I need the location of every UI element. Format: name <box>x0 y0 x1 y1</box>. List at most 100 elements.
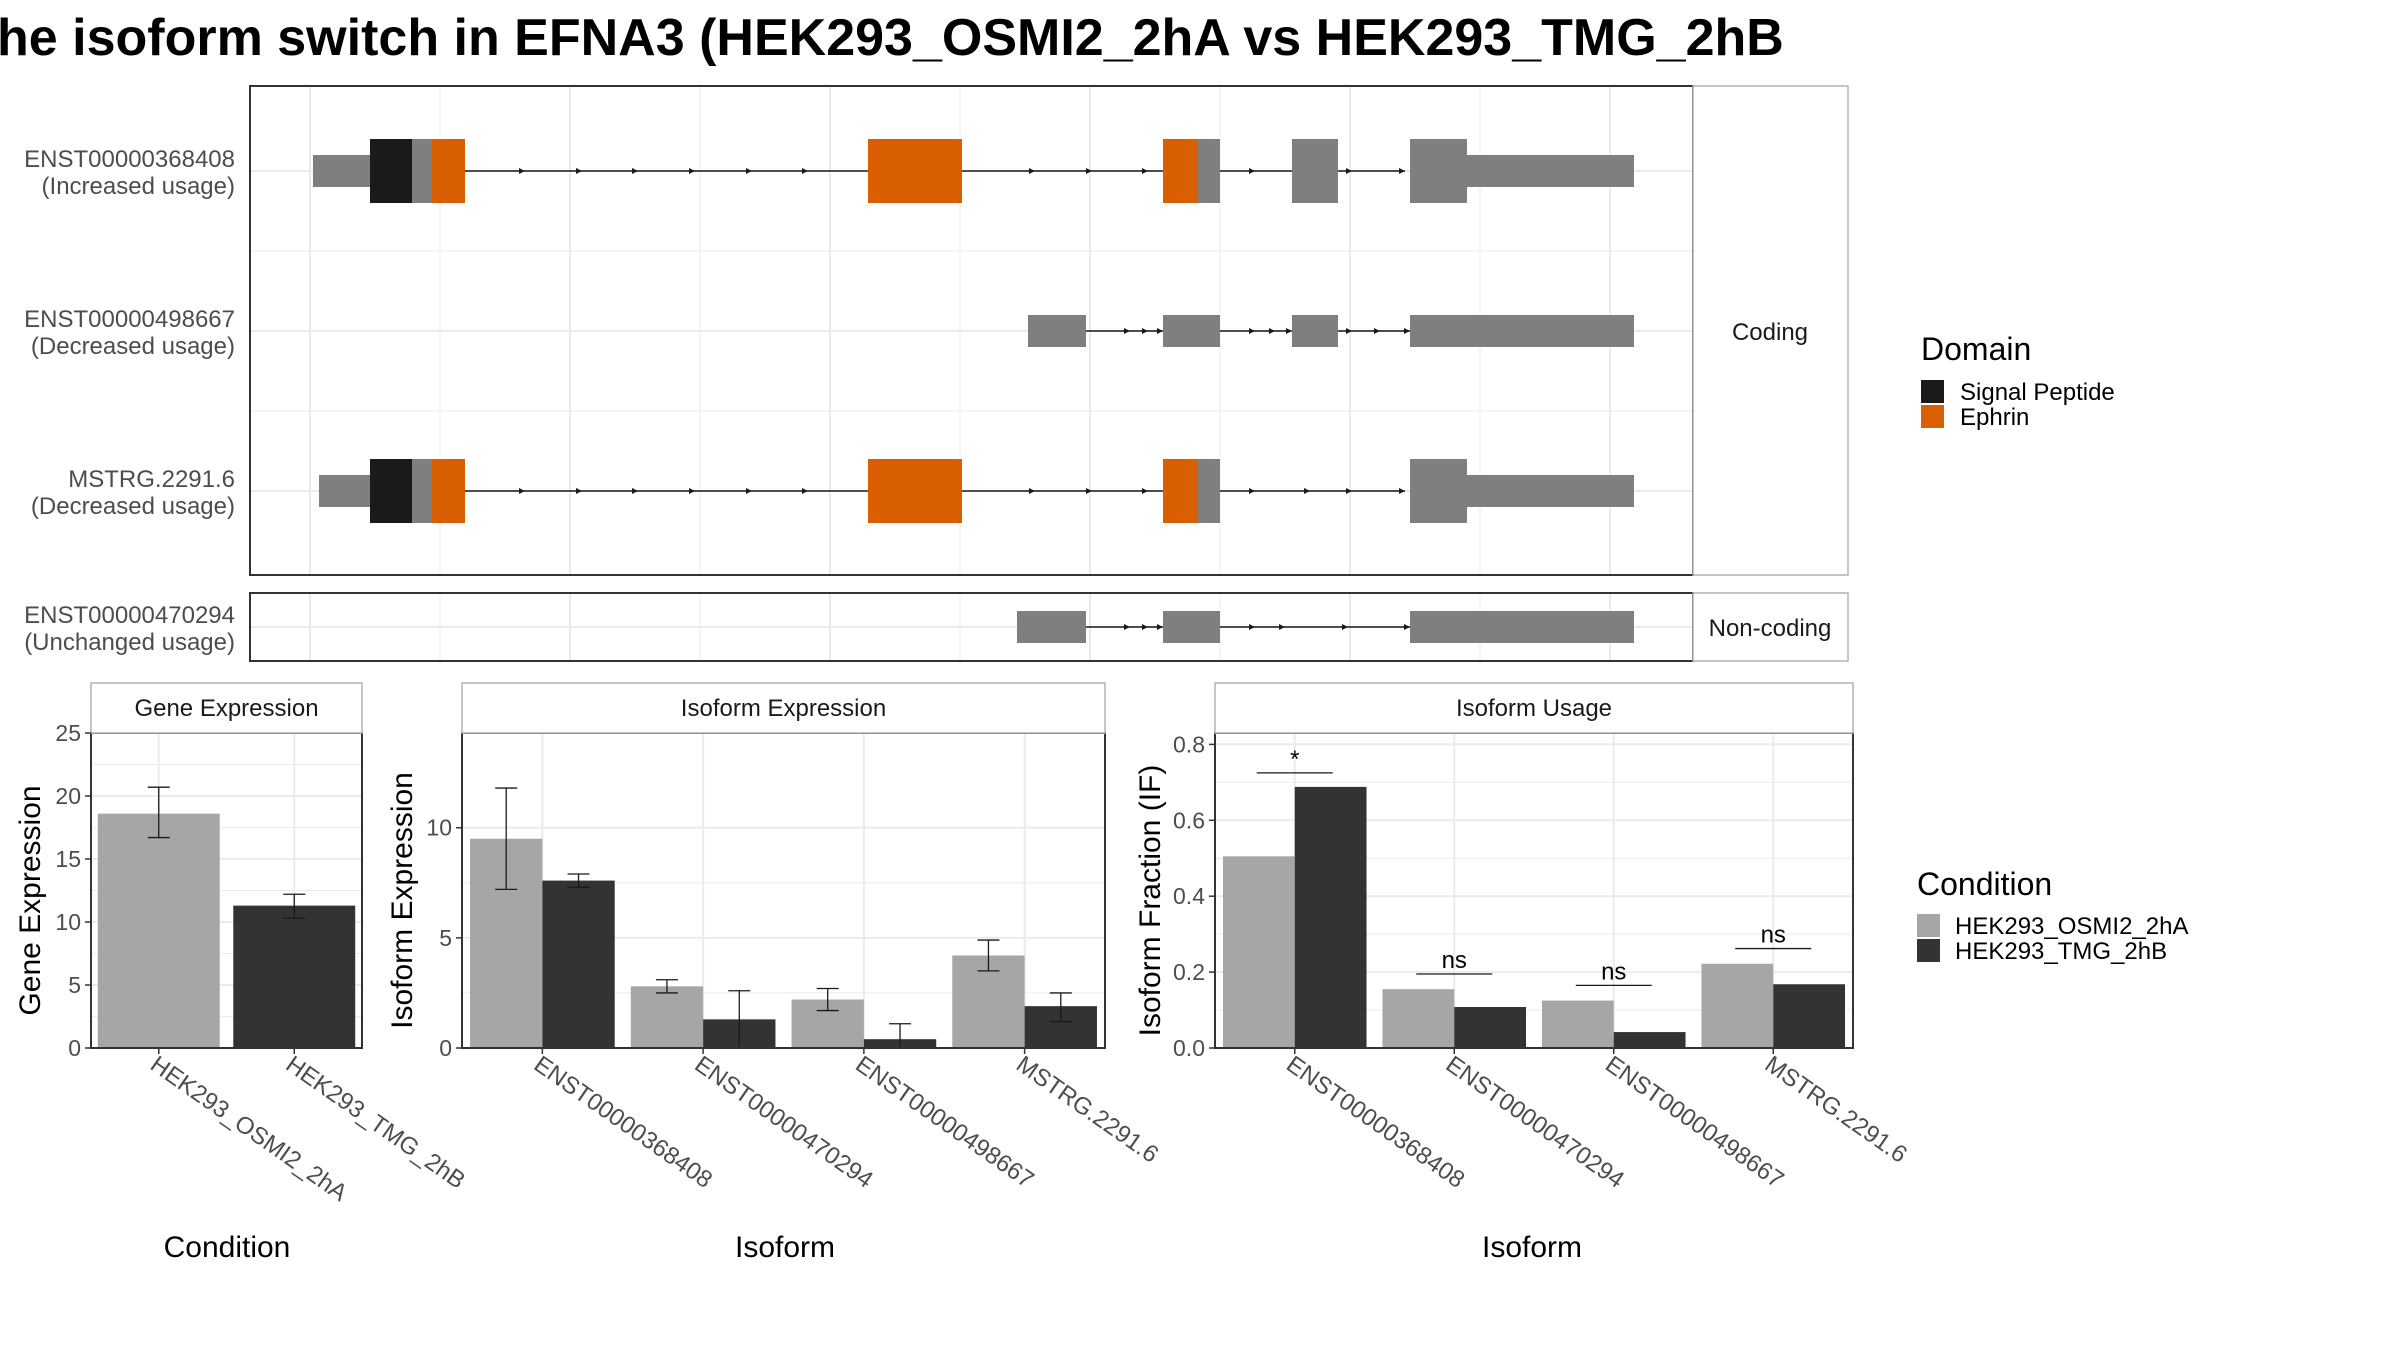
intron-direction-arrow <box>576 488 582 494</box>
error-bar <box>655 979 678 994</box>
error-bar <box>147 786 170 839</box>
bar <box>1382 989 1455 1048</box>
y-tick-label: 20 <box>55 783 81 809</box>
intron-direction-arrow <box>1279 624 1285 630</box>
ephrin-legend-label: Ephrin <box>1960 404 2029 431</box>
intron-direction-arrow <box>1374 328 1380 334</box>
error-bar <box>495 787 518 891</box>
y-tick-label: 0.0 <box>1173 1035 1205 1061</box>
y-axis-title: Gene Expression <box>14 785 47 1015</box>
y-tick-label: 15 <box>55 846 81 872</box>
track-label-id: MSTRG.2291.6 <box>68 466 235 493</box>
chart-strip <box>1214 682 1854 734</box>
exon-block <box>1410 139 1467 203</box>
intron-direction-arrow <box>1346 488 1352 494</box>
x-tick-label: MSTRG.2291.6 <box>1011 1051 1163 1169</box>
y-tick-label: 10 <box>55 909 81 935</box>
intron-direction-arrow <box>632 488 638 494</box>
intron-direction-arrow <box>576 168 582 174</box>
bar <box>630 986 704 1048</box>
bar <box>1613 1032 1686 1048</box>
chart-panel-1: Isoform Expression 0 5 10 Isoform Expression… <box>386 682 1163 1264</box>
structure-panel: ENST00000368408(Increased usage)ENST0000… <box>24 85 1849 662</box>
coding-strip <box>1692 85 1849 576</box>
bar <box>1294 786 1367 1048</box>
exon-block <box>313 155 370 187</box>
intron-direction-arrow <box>1249 624 1255 630</box>
significance-annotation: ns <box>1735 922 1812 950</box>
domain-legend-title: Domain <box>1921 331 2031 367</box>
y-tick-label: 0.8 <box>1173 731 1205 757</box>
y-tick-label: 10 <box>426 815 452 841</box>
exon-block <box>1198 139 1220 203</box>
error-bar <box>977 939 1000 972</box>
intron-direction-arrow <box>1404 624 1410 630</box>
exon-block <box>1017 611 1086 643</box>
significance-label: ns <box>1601 958 1626 985</box>
intron-direction-arrow <box>1029 168 1035 174</box>
domain-legend: Domain Signal Peptide Ephrin <box>1921 331 2115 431</box>
ephrin-domain <box>1163 139 1198 203</box>
y-axis-title: Isoform Expression <box>386 772 419 1029</box>
significance-label: ns <box>1761 922 1786 949</box>
track-label-usage: (Decreased usage) <box>31 333 235 360</box>
y-tick-label: 0.4 <box>1173 883 1205 909</box>
significance-annotation: ns <box>1416 947 1493 975</box>
intron-direction-arrow <box>1399 168 1405 174</box>
significance-annotation: * <box>1256 746 1333 774</box>
intron-direction-arrow <box>1142 488 1148 494</box>
exon-block <box>1292 139 1338 203</box>
bar <box>1454 1007 1527 1048</box>
x-axis-title: Isoform <box>1482 1231 1582 1264</box>
error-bar <box>816 987 839 1012</box>
condition-a-swatch <box>1917 914 1940 937</box>
condition-b-swatch <box>1917 939 1940 962</box>
condition-b-legend-label: HEK293_TMG_2hB <box>1955 938 2167 965</box>
intron-direction-arrow <box>746 488 752 494</box>
x-tick-label: ENST00000368408 <box>529 1051 717 1194</box>
exon-block <box>1467 475 1634 507</box>
condition-a-legend-label: HEK293_OSMI2_2hA <box>1955 913 2188 940</box>
intron-direction-arrow <box>1249 328 1255 334</box>
exon-block <box>1163 315 1220 347</box>
noncoding-strip <box>1692 592 1849 662</box>
track-label-id: ENST00000368408 <box>24 146 235 173</box>
chart-strip-title: Isoform Usage <box>1456 695 1612 722</box>
bar <box>1773 984 1846 1048</box>
x-tick-label: MSTRG.2291.6 <box>1760 1051 1912 1169</box>
transcript-track: ENST00000498667(Decreased usage) <box>24 306 1634 360</box>
transcript-track: MSTRG.2291.6(Decreased usage) <box>31 459 1634 523</box>
intron-direction-arrow <box>1142 328 1148 334</box>
exon-block <box>1410 459 1467 523</box>
bar <box>1222 856 1295 1048</box>
intron-direction-arrow <box>1346 328 1352 334</box>
noncoding-strip-label: Non-coding <box>1709 615 1832 642</box>
exon-block <box>319 475 370 507</box>
ephrin-domain <box>1163 459 1198 523</box>
y-tick-label: 0 <box>439 1035 452 1061</box>
transcript-track: ENST00000368408(Increased usage) <box>24 139 1634 203</box>
y-tick-label: 0.6 <box>1173 807 1205 833</box>
exon-block <box>1467 155 1634 187</box>
intron-direction-arrow <box>519 168 525 174</box>
exon-block <box>1292 315 1338 347</box>
figure-title: he isoform switch in EFNA3 (HEK293_OSMI2… <box>0 9 1784 67</box>
bar <box>233 905 356 1048</box>
intron-direction-arrow <box>1249 168 1255 174</box>
intron-direction-arrow <box>1346 168 1352 174</box>
track-label-usage: (Unchanged usage) <box>24 629 235 656</box>
intron-direction-arrow <box>1286 328 1292 334</box>
intron-direction-arrow <box>1249 488 1255 494</box>
chart-strip-title: Gene Expression <box>134 695 318 722</box>
intron-direction-arrow <box>689 488 695 494</box>
track-label-id: ENST00000498667 <box>24 306 235 333</box>
error-bar <box>1049 992 1072 1023</box>
ephrin-swatch <box>1921 405 1944 428</box>
signal-peptide-legend-label: Signal Peptide <box>1960 379 2115 406</box>
bar-charts: Gene Expression 0 5 10 15 20 25 Gene Expression… <box>14 682 1912 1264</box>
intron-direction-arrow <box>1404 328 1410 334</box>
error-bar <box>567 873 590 888</box>
intron-direction-arrow <box>1269 328 1275 334</box>
